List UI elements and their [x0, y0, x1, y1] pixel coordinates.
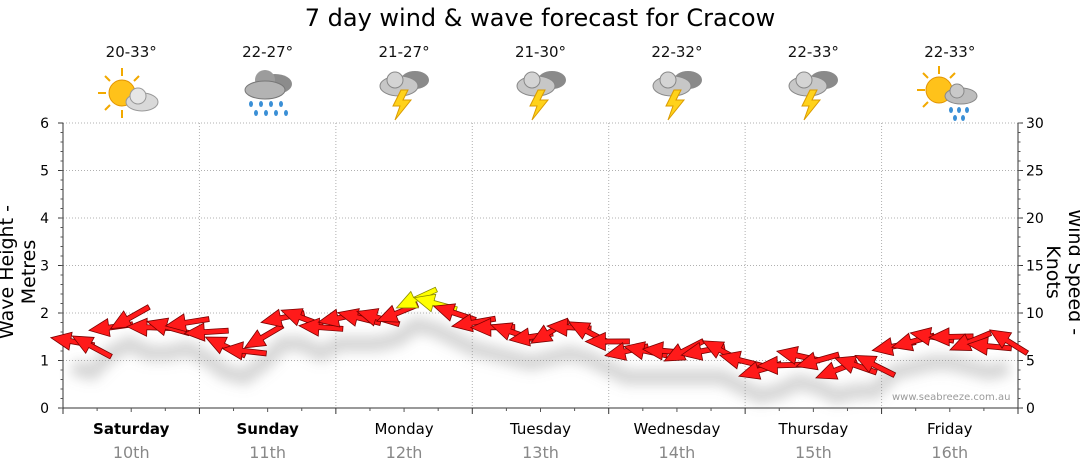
day-temp-range: 22-27°	[242, 43, 294, 61]
day-temp-range: 22-33°	[787, 43, 839, 61]
day-name-label: Thursday	[778, 420, 849, 438]
wind-arrow-shape	[109, 304, 151, 330]
wind-arrow	[928, 327, 974, 347]
chart-title: 7 day wind & wave forecast for Cracow	[304, 4, 776, 32]
day-date-label: 16th	[931, 443, 969, 462]
y-left-tick-label: 1	[40, 354, 49, 370]
wind-arrow	[988, 329, 1030, 356]
day-name-label: Saturday	[93, 420, 170, 438]
day-temp-range: 21-30°	[514, 43, 567, 61]
wind-arrow	[584, 331, 630, 352]
wind-arrow-shape	[221, 341, 267, 361]
wind-arrow-shape	[854, 355, 897, 378]
wind-arrow-shape	[164, 313, 210, 333]
rain-cloud-icon	[235, 64, 305, 124]
thunderstorm-icon	[371, 64, 441, 124]
y-left-tick-label: 0	[40, 401, 49, 417]
wind-arrow	[221, 341, 267, 361]
wind-arrow-shape	[988, 329, 1030, 356]
wind-arrow-shape	[928, 327, 974, 347]
y-left-tick-label: 5	[40, 164, 49, 180]
wind-arrows	[49, 286, 1030, 380]
day-name-label: Wednesday	[633, 420, 721, 438]
y-left-tick-label: 6	[40, 116, 49, 132]
wind-arrow-shape	[833, 355, 878, 376]
y-right-tick-label: 10	[1026, 306, 1044, 322]
wind-arrow	[966, 336, 1012, 356]
wind-arrow	[71, 335, 113, 360]
y-right-tick-label: 0	[1026, 401, 1035, 417]
day-date-label: 10th	[112, 443, 150, 462]
thunderstorm-icon	[508, 64, 578, 124]
sun-cloud-icon	[98, 64, 168, 124]
wind-arrow-shape	[756, 355, 802, 375]
wind-arrow-shadow	[70, 316, 1011, 405]
sun-shower-icon	[916, 64, 987, 124]
day-date-label: 14th	[658, 443, 696, 462]
wind-arrow	[164, 313, 210, 333]
watermark: www.seabreeze.com.au	[892, 392, 1011, 403]
day-name-label: Monday	[374, 420, 434, 438]
wind-arrow	[450, 313, 497, 333]
y-left-tick-label: 3	[40, 259, 49, 275]
day-name-label: Tuesday	[509, 420, 572, 438]
thunderstorm-icon	[644, 64, 714, 124]
y-right-tick-label: 30	[1026, 116, 1044, 132]
day-name-label: Friday	[927, 420, 973, 438]
wind-arrow-shape	[183, 322, 229, 342]
thunderstorm-icon	[780, 64, 850, 124]
day-date-label: 11th	[249, 443, 287, 462]
day-temp-range: 22-33°	[924, 43, 976, 61]
wind-arrow	[795, 351, 840, 371]
y-right-tick-label: 5	[1026, 354, 1035, 370]
day-date-label: 15th	[794, 443, 832, 462]
wind-arrow	[183, 322, 229, 342]
wind-arrow	[718, 350, 764, 370]
wind-arrow-shape	[795, 351, 840, 371]
day-temp-range: 21-27°	[378, 43, 430, 61]
y-left-tick-label: 2	[40, 306, 49, 322]
day-name-label: Sunday	[236, 420, 299, 438]
wind-arrow	[854, 355, 897, 378]
wind-arrow	[756, 355, 802, 375]
wind-arrow-shape	[966, 336, 1012, 356]
wind-arrow	[109, 304, 151, 330]
day-temp-range: 20-33°	[105, 43, 157, 61]
wind-arrow-shape	[450, 313, 497, 333]
day-temp-range: 22-32°	[651, 43, 703, 61]
wind-arrow-shape	[71, 335, 113, 360]
chart-axes: 0 1 2 3 4 5 6 0 5 10 15 20 25 30	[40, 116, 1044, 417]
y-left-tick-label: 4	[40, 211, 49, 227]
y-right-tick-label: 25	[1026, 164, 1044, 180]
day-date-label: 12th	[385, 443, 423, 462]
wind-arrow-shape	[584, 331, 630, 352]
wind-shadow	[70, 316, 1011, 405]
wind-arrow	[833, 355, 878, 376]
day-date-label: 13th	[522, 443, 559, 462]
wind-arrow-shape	[718, 350, 764, 370]
y-right-tick-label: 15	[1026, 259, 1044, 275]
y-right-tick-label: 20	[1026, 211, 1044, 227]
